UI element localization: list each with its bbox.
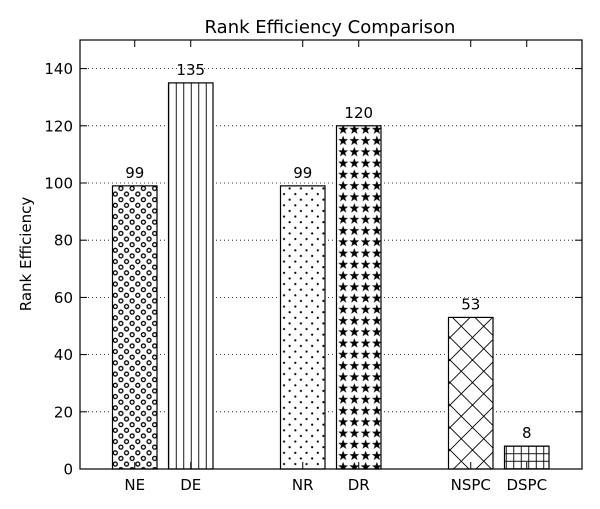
- bars: [111, 82, 550, 470]
- value-label-dspc: 8: [522, 424, 532, 442]
- y-tick-label: 140: [44, 60, 73, 78]
- y-tick-label: 100: [44, 175, 73, 193]
- bar-nspc: [447, 316, 494, 470]
- y-tick-label: 60: [54, 289, 73, 307]
- bar-nr: [279, 185, 326, 470]
- y-tick-label: 120: [44, 117, 73, 135]
- y-tick-label: 0: [63, 461, 73, 479]
- value-labels: 99 135 99 120 53 8: [125, 61, 531, 442]
- bar-de: [167, 82, 214, 470]
- x-axis-ticks: NE DE NR DR NSPC DSPC: [124, 40, 547, 494]
- value-label-dr: 120: [344, 104, 373, 122]
- x-tick-label-ne: NE: [124, 476, 145, 494]
- x-tick-label-nspc: NSPC: [451, 476, 491, 494]
- x-tick-label-dspc: DSPC: [506, 476, 547, 494]
- x-tick-label-de: DE: [180, 476, 201, 494]
- chart-title: Rank Efficiency Comparison: [205, 17, 456, 38]
- value-label-nspc: 53: [461, 295, 480, 313]
- y-axis-label: Rank Efficiency: [17, 197, 35, 312]
- y-tick-label: 20: [54, 403, 73, 421]
- y-tick-label: 80: [54, 232, 73, 250]
- y-tick-label: 40: [54, 346, 73, 364]
- plot-frame: [79, 39, 583, 470]
- value-label-nr: 99: [293, 164, 312, 182]
- bar-ne: [111, 185, 158, 470]
- value-label-de: 135: [176, 61, 205, 79]
- x-tick-label-nr: NR: [292, 476, 314, 494]
- x-tick-label-dr: DR: [348, 476, 370, 494]
- bar-dr: [335, 125, 382, 470]
- value-label-ne: 99: [125, 164, 144, 182]
